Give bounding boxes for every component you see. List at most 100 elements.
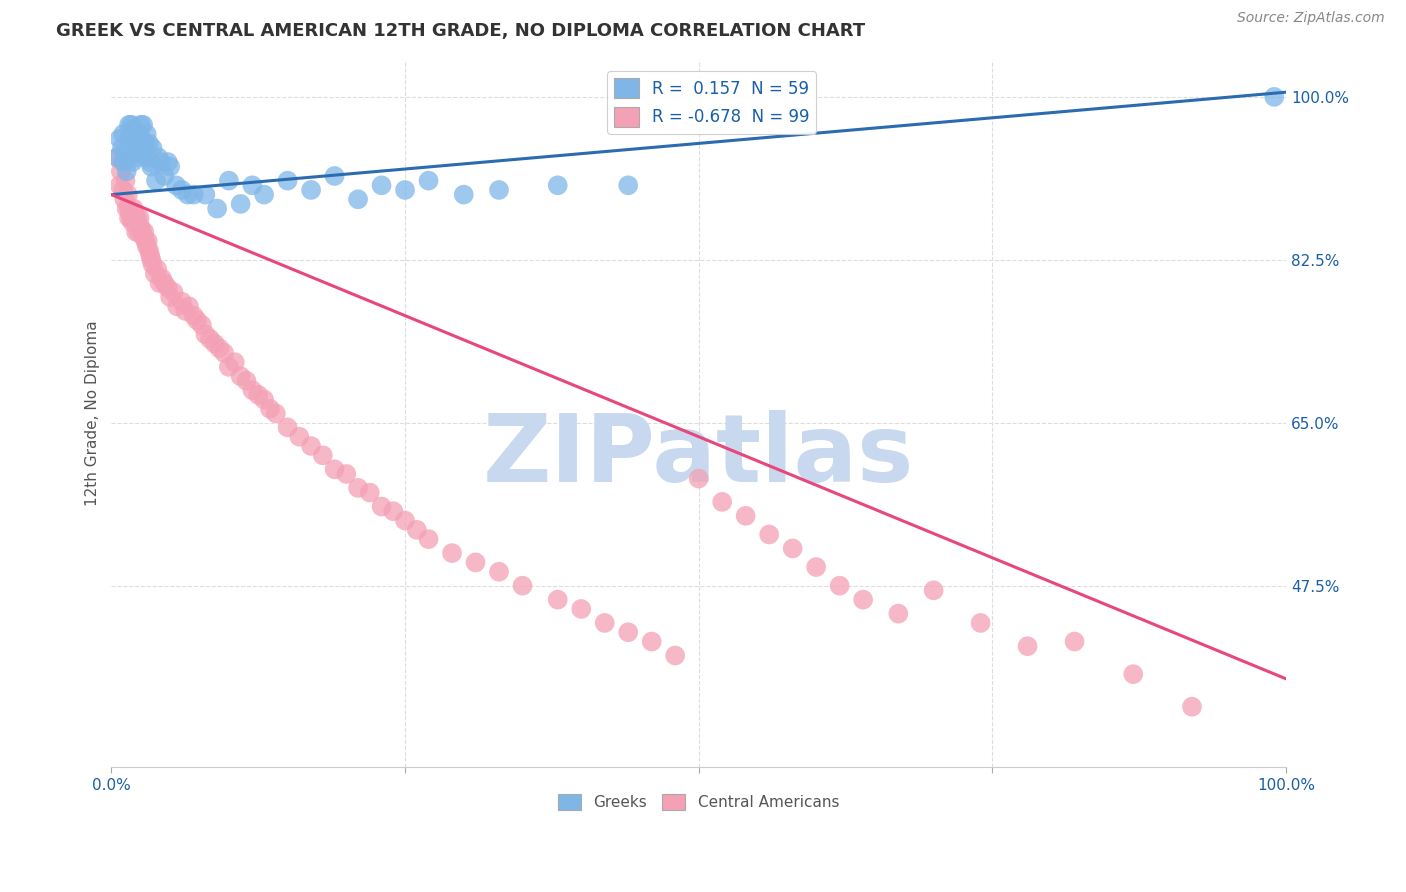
Point [593, 615, 616, 630]
Point [136, 234, 159, 248]
Point [124, 211, 146, 225]
Point [208, 341, 231, 355]
Point [453, 187, 475, 202]
Point [128, 127, 150, 141]
Point [118, 202, 141, 216]
Point [134, 225, 156, 239]
Point [405, 523, 427, 537]
Point [153, 276, 176, 290]
Point [488, 565, 510, 579]
Point [148, 150, 170, 164]
Point [218, 359, 240, 374]
Point [335, 467, 357, 481]
Point [235, 374, 257, 388]
Point [758, 527, 780, 541]
Point [110, 164, 132, 178]
Point [488, 183, 510, 197]
Point [135, 127, 157, 141]
Point [124, 127, 146, 141]
Point [159, 290, 181, 304]
Point [131, 225, 153, 239]
Point [141, 252, 163, 267]
Point [127, 225, 149, 239]
Y-axis label: 12th Grade, No Diploma: 12th Grade, No Diploma [86, 320, 100, 507]
Point [112, 155, 135, 169]
Point [347, 481, 370, 495]
Point [347, 192, 370, 206]
Point [253, 187, 276, 202]
Text: ZIPatlas: ZIPatlas [484, 410, 914, 502]
Point [120, 127, 142, 141]
Point [569, 602, 592, 616]
Point [129, 220, 152, 235]
Point [120, 118, 142, 132]
Point [163, 285, 186, 300]
Point [177, 299, 200, 313]
Point [121, 215, 143, 229]
Point [118, 211, 141, 225]
Point [115, 202, 138, 216]
Point [852, 592, 875, 607]
Point [139, 155, 162, 169]
Point [136, 150, 159, 164]
Point [127, 211, 149, 225]
Legend: Greeks, Central Americans: Greeks, Central Americans [553, 788, 845, 816]
Point [156, 281, 179, 295]
Point [112, 155, 135, 169]
Point [194, 187, 217, 202]
Point [117, 150, 139, 164]
Text: Source: ZipAtlas.com: Source: ZipAtlas.com [1237, 11, 1385, 25]
Point [240, 383, 263, 397]
Point [547, 592, 569, 607]
Point [114, 174, 136, 188]
Point [1181, 699, 1204, 714]
Point [512, 579, 534, 593]
Point [141, 160, 163, 174]
Point [299, 439, 322, 453]
Point [323, 462, 346, 476]
Point [124, 145, 146, 160]
Point [112, 183, 135, 197]
Point [205, 202, 228, 216]
Point [253, 392, 276, 407]
Point [418, 532, 440, 546]
Point [734, 508, 756, 523]
Point [441, 546, 464, 560]
Point [118, 132, 141, 146]
Point [259, 401, 281, 416]
Point [146, 262, 169, 277]
Point [547, 178, 569, 193]
Point [143, 267, 166, 281]
Point [127, 132, 149, 146]
Point [124, 206, 146, 220]
Point [240, 178, 263, 193]
Point [114, 145, 136, 160]
Point [134, 136, 156, 151]
Point [128, 211, 150, 225]
Point [359, 485, 381, 500]
Point [312, 448, 335, 462]
Point [887, 607, 910, 621]
Point [688, 472, 710, 486]
Point [247, 388, 270, 402]
Point [129, 118, 152, 132]
Point [170, 294, 193, 309]
Point [115, 164, 138, 178]
Point [186, 313, 208, 327]
Point [127, 141, 149, 155]
Point [121, 155, 143, 169]
Point [277, 174, 299, 188]
Point [299, 183, 322, 197]
Point [277, 420, 299, 434]
Point [617, 625, 640, 640]
Point [1263, 90, 1285, 104]
Point [370, 500, 392, 514]
Point [141, 141, 163, 155]
Point [156, 155, 179, 169]
Point [111, 141, 134, 155]
Point [464, 555, 486, 569]
Point [1063, 634, 1085, 648]
Point [166, 299, 188, 313]
Point [183, 187, 205, 202]
Point [132, 118, 155, 132]
